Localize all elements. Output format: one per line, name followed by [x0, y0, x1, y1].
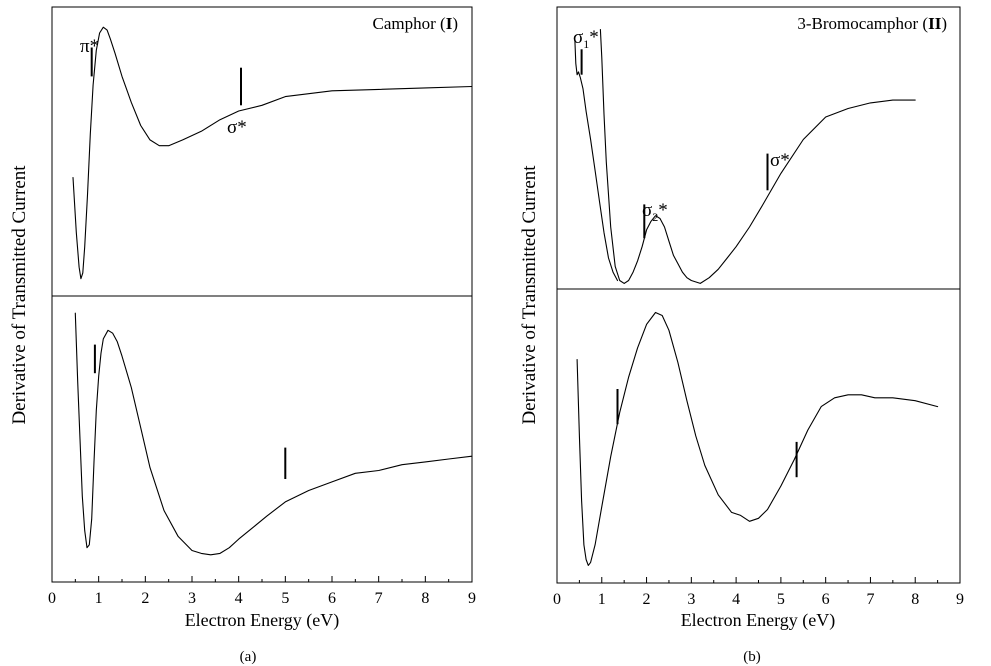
panel-a-x-tick-label-4: 4: [235, 590, 243, 607]
panel-b-x-ticks: 0 1 2 3 4 5 6 7 8 9: [553, 577, 964, 608]
panel-b-lower-series-0-line: [576, 311, 939, 566]
panel-b-curves: [574, 29, 939, 566]
panel-b-caption: (b): [743, 649, 761, 665]
panel-a-x-tick-label-5: 5: [281, 590, 289, 607]
panel-b-x-tick-label-6: 6: [822, 591, 830, 608]
panel-b-x-tick-label-9: 9: [956, 591, 964, 608]
panel-a-x-tick-label-6: 6: [328, 590, 336, 607]
panel-b-sigma2-star-label: σ2*: [642, 200, 668, 224]
panel-b-x-tick-label-7: 7: [866, 591, 874, 608]
panel-b-x-tick-label-2: 2: [643, 591, 651, 608]
panel-a-upper-frame: [51, 6, 473, 297]
panel-b: 0 1 2 3 4 5 6 7 8 9 3-Bromocamphor (II) σ1* σ2* σ…: [519, 6, 964, 665]
panel-b-title: 3-Bromocamphor (II): [797, 14, 947, 33]
panel-a-x-tick-label-0: 0: [48, 590, 56, 607]
panel-a-x-tick-label-2: 2: [141, 590, 149, 607]
panel-b-sigma1-star-label: σ1*: [573, 27, 599, 51]
panel-a-x-tick-label-7: 7: [375, 590, 383, 607]
panel-a-lower-series-0-line: [74, 312, 473, 556]
panel-a-x-tick-label-1: 1: [95, 590, 103, 607]
panel-b-sigma-star-label: σ*: [770, 150, 790, 171]
panel-a-x-tick-label-8: 8: [421, 590, 429, 607]
panel-a-markers: [90, 47, 287, 479]
panel-b-x-tick-label-0: 0: [553, 591, 561, 608]
panel-b-x-tick-label-3: 3: [687, 591, 695, 608]
panel-b-upper-series-0-line: [574, 40, 619, 282]
panel-a-x-tick-label-3: 3: [188, 590, 196, 607]
panel-a-x-tick-label-9: 9: [468, 590, 476, 607]
panel-a-pi-star-label: π*: [80, 36, 99, 57]
panel-b-x-axis-label: Electron Energy (eV): [681, 610, 836, 631]
panel-b-lower-frame: [556, 288, 961, 584]
panel-b-markers: [580, 49, 798, 478]
panel-a-x-ticks: 0 1 2 3 4 5 6 7 8 9: [48, 576, 476, 607]
panel-a-x-axis-label: Electron Energy (eV): [185, 610, 340, 631]
panel-a-lower-frame: [51, 295, 473, 583]
panel-a-curves: [72, 26, 473, 556]
panel-a-caption: (a): [240, 649, 257, 665]
panel-b-upper-series-1-line: [599, 29, 916, 284]
panel-b-x-tick-label-5: 5: [777, 591, 785, 608]
panel-b-x-tick-label-1: 1: [598, 591, 606, 608]
panel-b-x-tick-label-8: 8: [911, 591, 919, 608]
panel-a: 0 1 2 3 4 5 6 7 8 9 Camphor (I) π* σ* Electron En…: [9, 6, 476, 665]
panel-a-sigma-star-label: σ*: [227, 117, 247, 138]
panel-a-upper-series-0-line: [72, 26, 473, 280]
panel-b-y-axis-label: Derivative of Transmitted Current: [519, 165, 540, 425]
panel-a-y-axis-label: Derivative of Transmitted Current: [9, 165, 30, 425]
panel-b-upper-frame: [556, 6, 961, 290]
panel-a-title: Camphor (I): [373, 14, 458, 33]
panel-b-x-tick-label-4: 4: [732, 591, 740, 608]
